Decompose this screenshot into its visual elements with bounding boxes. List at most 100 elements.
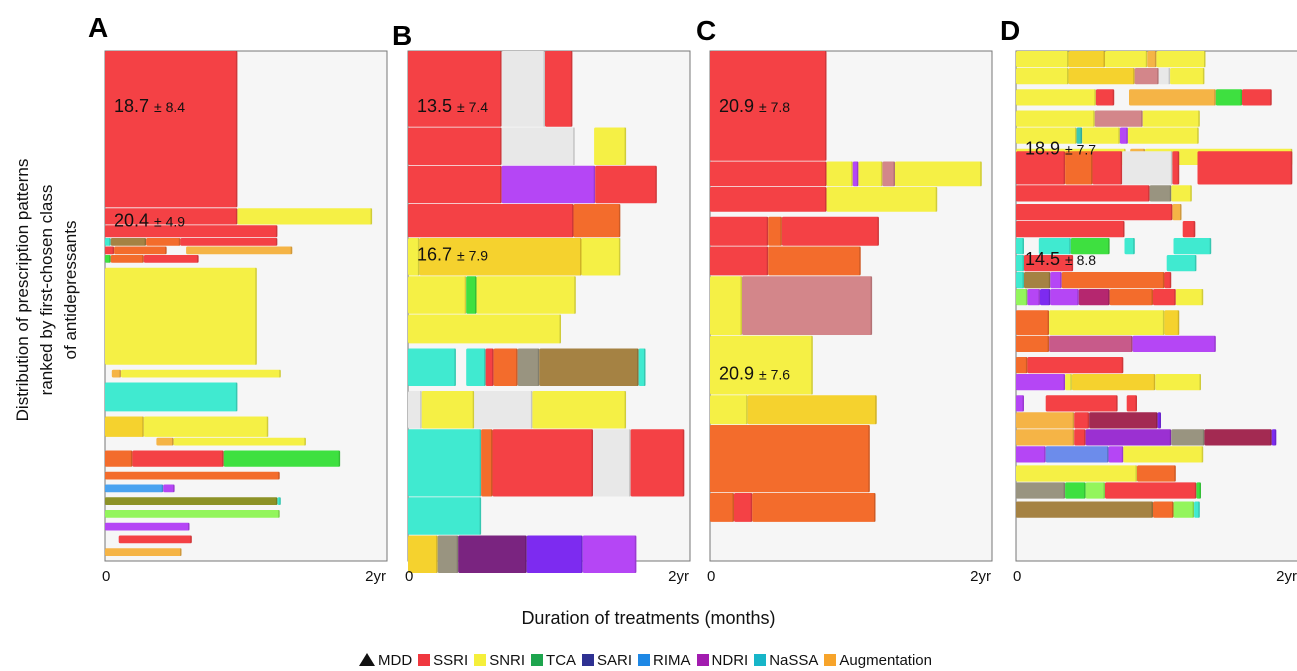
segment-nassa — [466, 348, 486, 386]
segment-snri — [1082, 127, 1120, 144]
segment-grey — [1158, 68, 1171, 85]
segment-snri — [1016, 127, 1077, 144]
segment-edge — [780, 216, 782, 246]
segment-edge — [1080, 127, 1083, 144]
segment-ssri — [1016, 204, 1173, 221]
segment-wine — [1204, 429, 1272, 446]
segment-lime — [1085, 482, 1105, 499]
segment-edge — [275, 238, 278, 246]
x-tick-label: 2yr — [365, 568, 386, 585]
segment-edge — [1190, 185, 1192, 202]
segment-orange — [105, 471, 280, 480]
segment-edge — [1133, 68, 1135, 85]
segment-orange — [1016, 357, 1028, 374]
segment-edge — [825, 187, 827, 212]
segment-aug — [1172, 204, 1182, 221]
segment-snri — [594, 127, 627, 165]
legend-label: NaSSA — [769, 652, 819, 669]
segment-nassa — [277, 497, 281, 505]
segment-edge — [144, 238, 147, 246]
segment-ssri — [710, 246, 769, 276]
segment-edge — [304, 437, 306, 446]
segment-edge — [1192, 501, 1195, 518]
segment-purple — [458, 535, 527, 573]
segment-nassa — [1166, 255, 1197, 272]
segment-edge — [1121, 357, 1124, 374]
segment-gray — [1171, 429, 1205, 446]
legend-label: SARI — [597, 652, 633, 669]
segment-ssri — [595, 165, 657, 204]
segment-ssri — [1045, 395, 1118, 412]
x-axis-label: Duration of treatments (months) — [521, 608, 776, 628]
y-axis-label: Distribution of prescription patterns ran… — [13, 159, 80, 422]
segment-edge — [338, 450, 341, 467]
panel-letter: D — [1000, 15, 1020, 46]
segment-edge — [1290, 151, 1293, 185]
segment-edge — [1270, 89, 1272, 106]
segment-edge — [1209, 238, 1212, 255]
segment-aug — [1016, 412, 1075, 429]
y-axis-title-line: Distribution of prescription patterns — [13, 159, 32, 422]
panels: A 18.7 ± 8.4 20.4 ± 4.9 0 2yr B 13.5 ± 7.4 16.7… — [88, 12, 1297, 585]
segment-edge — [825, 51, 827, 161]
segment-edge — [1063, 374, 1066, 391]
segment-ssri — [710, 187, 827, 212]
segment-edge — [1075, 127, 1077, 144]
segment-orange — [1016, 310, 1050, 335]
segment-aug — [105, 548, 182, 556]
segment-ssri — [1095, 89, 1115, 106]
segment-edge — [370, 208, 373, 225]
legend-swatch — [824, 654, 837, 666]
segment-wine — [1089, 412, 1158, 429]
x-tick-label: 2yr — [668, 568, 689, 585]
segment-orange — [1065, 151, 1093, 185]
segment-edge — [618, 204, 621, 238]
segment-edge — [593, 165, 596, 204]
segment-edge — [1204, 51, 1206, 68]
segment-gold — [1164, 310, 1180, 335]
segment-snri — [408, 238, 420, 276]
segment-edge — [178, 238, 181, 246]
segment-ssri — [1074, 429, 1086, 446]
legend-label: RIMA — [653, 652, 691, 669]
segment-snri — [532, 391, 626, 429]
segment-grey — [593, 429, 631, 497]
x-tick-label: 0 — [707, 568, 715, 585]
segment-orange — [710, 425, 870, 493]
segment-edge — [1060, 272, 1062, 289]
segment-edge — [880, 161, 883, 187]
triangle-icon — [359, 653, 375, 666]
segment-snri — [1127, 127, 1199, 144]
segment-sari — [1040, 289, 1051, 306]
segment-edge — [591, 429, 593, 497]
segment-edge — [1198, 110, 1200, 127]
segment-edge — [530, 391, 533, 429]
segment-edge — [1156, 412, 1158, 429]
segment-edge — [1071, 255, 1074, 272]
panel-letter: A — [88, 12, 108, 43]
x-tick-label: 0 — [102, 568, 110, 585]
segment-edge — [1153, 374, 1156, 391]
segment-edge — [491, 429, 493, 497]
segment-ssri — [408, 165, 502, 204]
x-tick-label: 0 — [1013, 568, 1021, 585]
segment-ssri — [1197, 151, 1293, 185]
segment-edge — [1170, 151, 1173, 185]
segment-gold — [408, 535, 438, 573]
legend-item-nassa: NaSSA — [754, 652, 818, 669]
segment-olive — [110, 238, 147, 246]
segment-edge — [1022, 255, 1024, 272]
segment-edge — [935, 187, 938, 212]
segment-tca — [1215, 89, 1243, 106]
segment-snri — [1156, 51, 1206, 68]
segment-snri — [1155, 374, 1201, 391]
segment-ssri — [1074, 412, 1089, 429]
segment-ssri — [105, 208, 238, 225]
segment-gray — [437, 535, 459, 573]
segment-edge — [572, 204, 574, 238]
segment-nassa — [1038, 238, 1071, 255]
mean-annotation: 13.5 ± 7.4 — [417, 96, 488, 116]
segment-aug — [1129, 89, 1216, 106]
segment-ssri — [1016, 185, 1150, 202]
segment-snri — [1171, 185, 1192, 202]
